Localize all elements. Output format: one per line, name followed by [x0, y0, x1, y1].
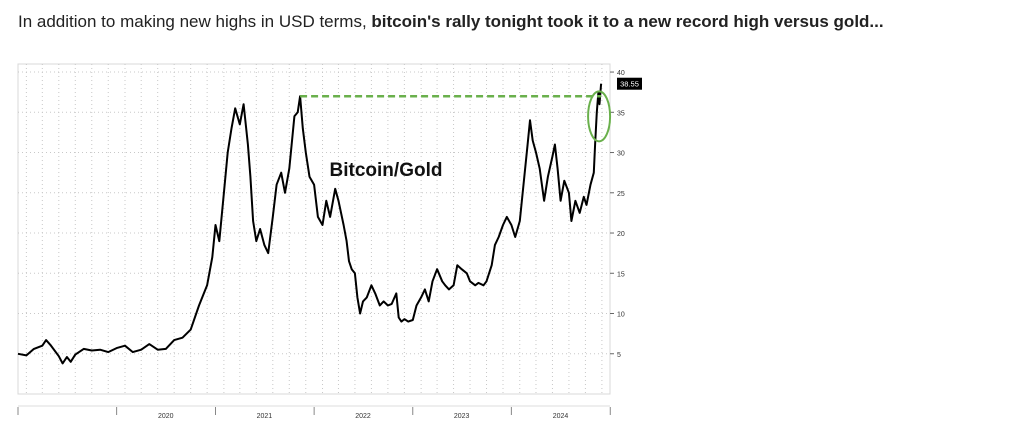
x-tick-label: 2020 — [158, 413, 174, 420]
last-value-label: 38.55 — [620, 80, 639, 89]
last-value-badge — [617, 77, 642, 90]
y-tick-label: 40 — [617, 70, 625, 77]
y-tick-label: 15 — [617, 271, 625, 278]
headline-normal: In addition to making new highs in USD t… — [18, 12, 372, 31]
x-tick-label: 2022 — [355, 413, 371, 420]
y-tick-label: 5 — [617, 352, 621, 359]
grid-lines — [17, 63, 611, 395]
x-tick-label: 2023 — [454, 413, 470, 420]
axes: 5 10 15 20 25 30 35 40 2020 2021 2022 2023 2024 38.55 — [17, 70, 642, 420]
y-tick-label: 10 — [617, 312, 625, 319]
plot-border — [17, 63, 611, 395]
chart-title: Bitcoin/Gold — [330, 160, 443, 181]
series-line-bitcoin-gold — [17, 83, 603, 365]
y-tick-label: 25 — [617, 191, 625, 198]
record-highlight-circle — [587, 90, 612, 143]
y-tick-label: 35 — [617, 110, 625, 117]
x-tick-label: 2021 — [257, 413, 273, 420]
y-tick-label: 20 — [617, 231, 625, 238]
headline: In addition to making new highs in USD t… — [18, 12, 884, 32]
x-tick-label: 2024 — [553, 413, 569, 420]
y-tick-label: 30 — [617, 151, 625, 158]
chart-marks — [17, 83, 612, 365]
headline-bold: bitcoin's rally tonight took it to a new… — [371, 12, 884, 31]
